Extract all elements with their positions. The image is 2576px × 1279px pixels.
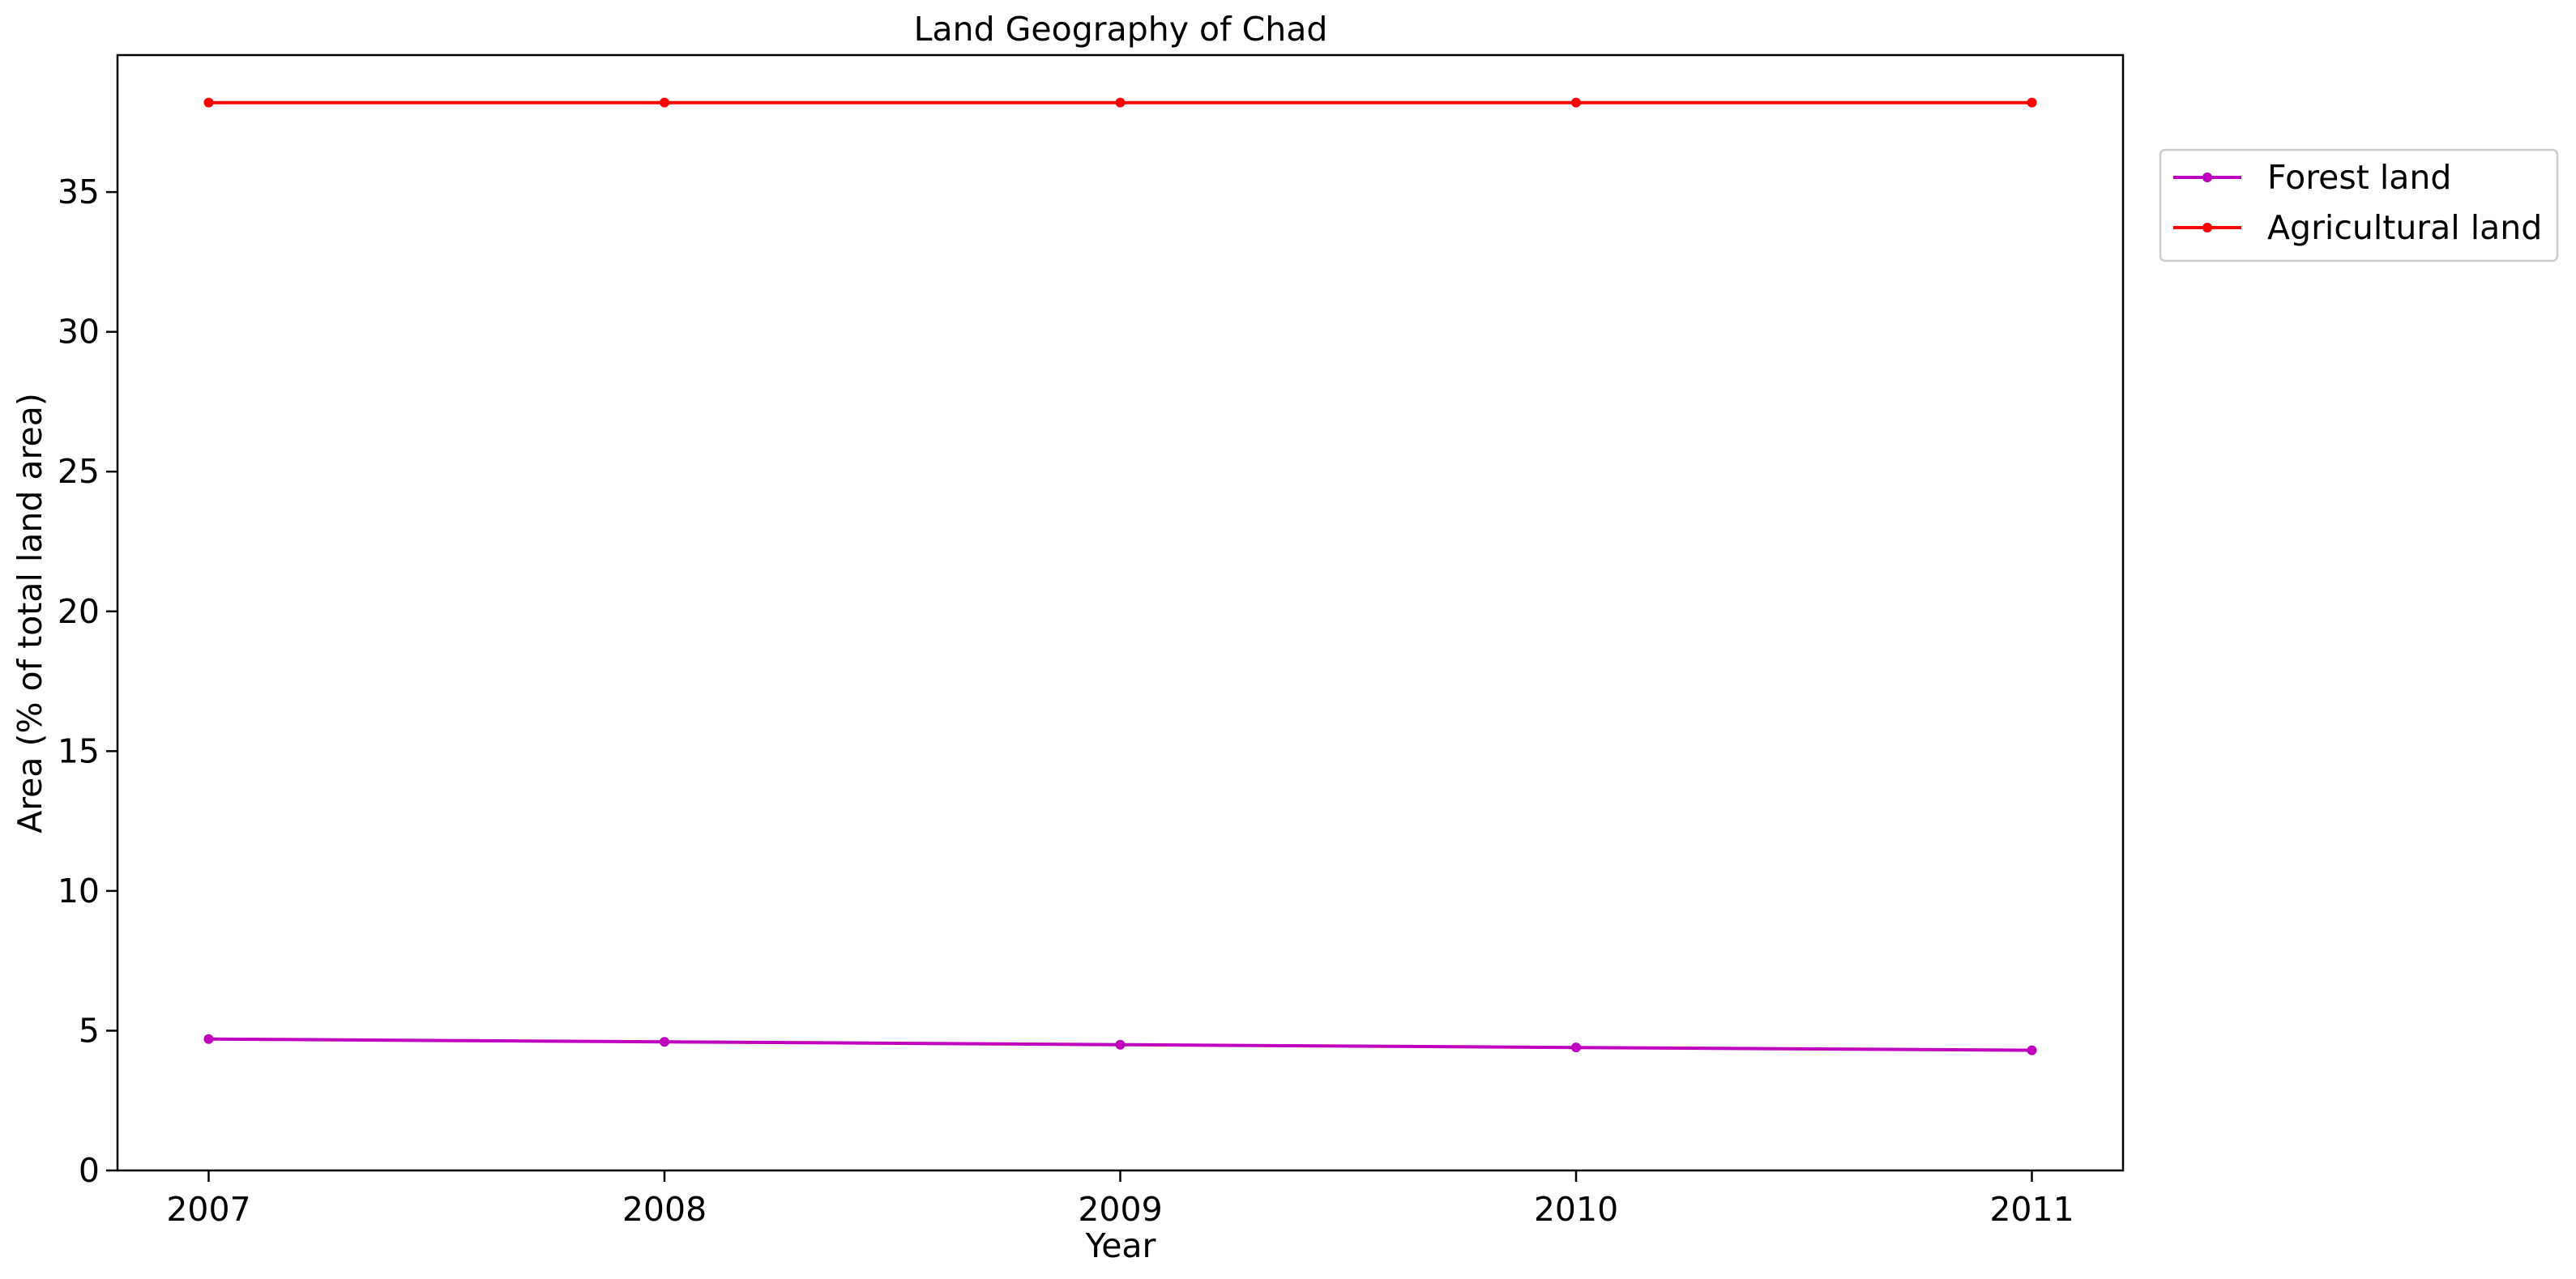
data-point (2027, 97, 2037, 108)
data-point (1115, 1039, 1126, 1050)
y-tick-label: 35 (58, 173, 100, 211)
y-tick-label: 0 (79, 1151, 100, 1190)
data-point (1571, 97, 1581, 108)
data-point (2027, 1045, 2037, 1055)
data-point (660, 1037, 669, 1047)
y-tick-label: 30 (58, 313, 100, 352)
data-point (1115, 97, 1126, 108)
chart-title: Land Geography of Chad (914, 10, 1328, 49)
legend-label: Agricultural land (2267, 208, 2542, 247)
y-tick-label: 15 (58, 731, 100, 770)
x-axis-label: Year (1085, 1226, 1156, 1265)
y-tick-label: 10 (58, 872, 100, 910)
x-axis: 2007 2008 2009 2010 2011 (166, 1170, 2074, 1229)
y-tick-label: 25 (58, 452, 100, 491)
x-tick-label: 2009 (1078, 1190, 1162, 1229)
legend-label: Forest land (2267, 158, 2451, 197)
x-tick-label: 2011 (1989, 1190, 2074, 1229)
legend-frame (2159, 148, 2559, 262)
y-tick-label: 20 (58, 592, 100, 631)
data-point (1571, 1042, 1581, 1053)
series-layer (203, 97, 2037, 1055)
plot-frame (116, 53, 2125, 1172)
data-point (203, 1034, 214, 1044)
x-tick-label: 2010 (1534, 1190, 1618, 1229)
data-point (203, 97, 214, 108)
x-tick-label: 2008 (622, 1190, 707, 1229)
x-tick-label: 2007 (166, 1190, 250, 1229)
y-axis: 0 5 10 15 20 25 30 35 (58, 173, 117, 1190)
data-point (660, 97, 669, 108)
y-axis-label: Area (% of total land area) (11, 393, 49, 833)
y-tick-label: 5 (79, 1011, 100, 1050)
legend: Forest land Agricultural land (2159, 148, 2559, 262)
legend-marker (2202, 223, 2212, 232)
legend-marker (2202, 173, 2212, 182)
